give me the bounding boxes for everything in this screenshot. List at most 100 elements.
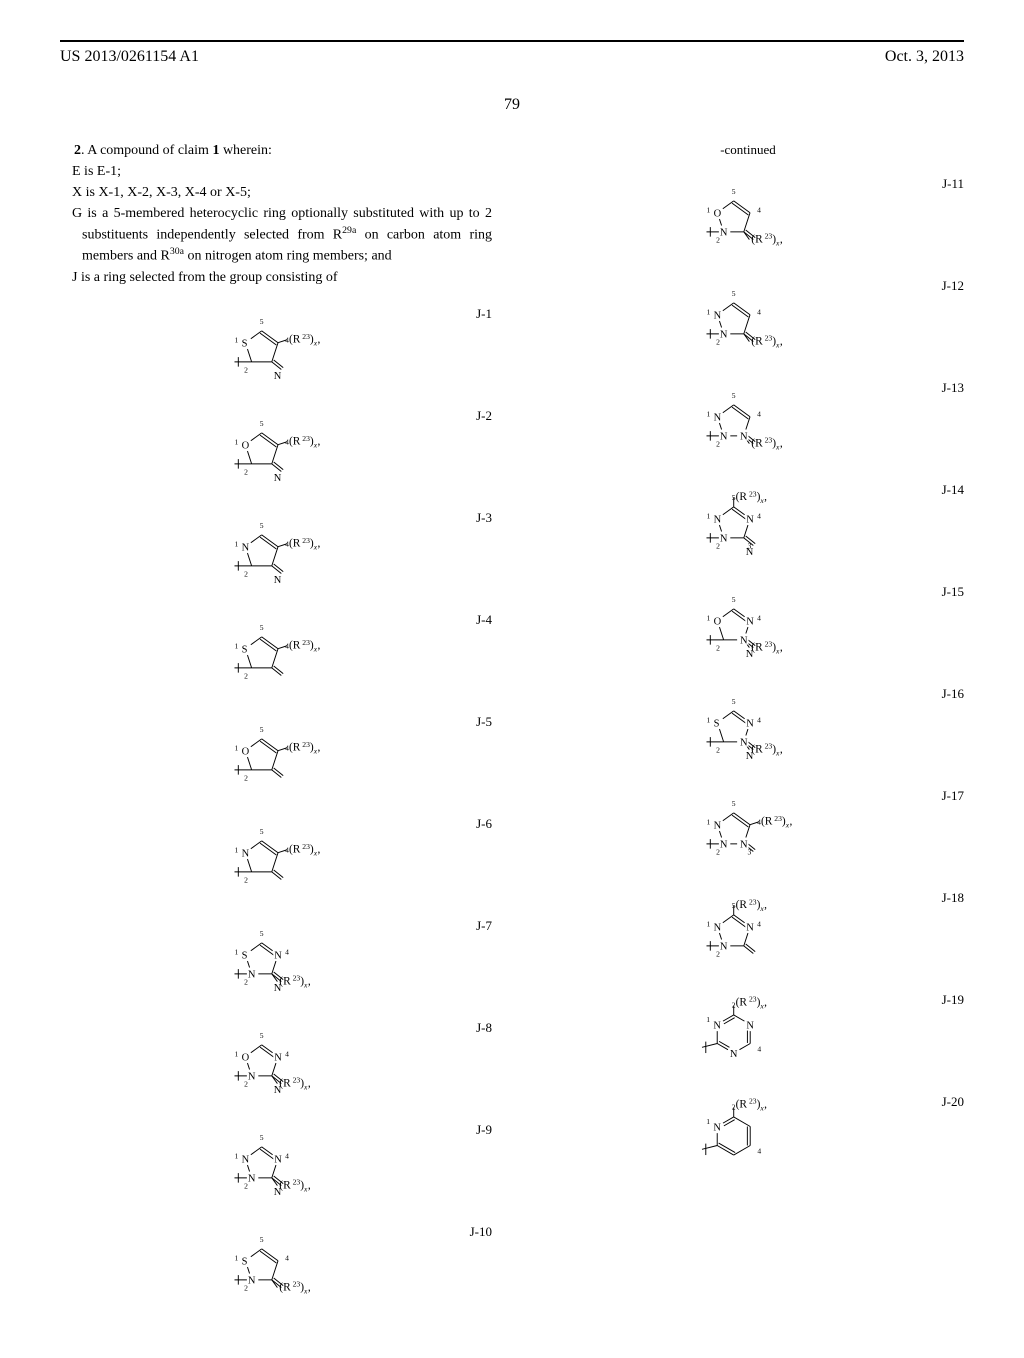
svg-text:1: 1 <box>706 1015 710 1024</box>
svg-text:5: 5 <box>260 827 264 836</box>
svg-text:N: N <box>274 1052 282 1063</box>
svg-text:4: 4 <box>757 716 761 725</box>
publication-number: US 2013/0261154 A1 <box>60 48 199 66</box>
svg-text:N: N <box>242 542 250 553</box>
svg-text:4: 4 <box>285 845 289 854</box>
svg-text:O: O <box>242 746 250 757</box>
svg-text:1: 1 <box>706 920 710 929</box>
svg-text:O: O <box>714 617 722 628</box>
svg-text:4: 4 <box>285 335 289 344</box>
svg-text:(R: (R <box>736 491 748 503</box>
svg-text:2: 2 <box>244 977 248 986</box>
svg-text:S: S <box>714 719 720 730</box>
svg-text:2: 2 <box>716 643 720 652</box>
svg-text:N: N <box>720 228 728 239</box>
svg-text:5: 5 <box>260 929 264 938</box>
svg-text:1: 1 <box>706 410 710 419</box>
svg-text:,: , <box>318 843 321 855</box>
svg-text:23: 23 <box>302 637 310 646</box>
svg-text:(R: (R <box>289 741 301 753</box>
svg-text:2: 2 <box>244 773 248 782</box>
svg-text:1: 1 <box>234 1253 238 1262</box>
svg-text:5: 5 <box>732 799 736 808</box>
chemical-structure: J-12(R23)x,NN1245 <box>532 278 964 362</box>
svg-text:2: 2 <box>244 569 248 578</box>
svg-text:,: , <box>308 1077 311 1089</box>
svg-text:5: 5 <box>260 725 264 734</box>
svg-text:5: 5 <box>732 595 736 604</box>
structure-diagram: (R23)x,NNN1245 <box>532 890 964 974</box>
svg-text:23: 23 <box>302 331 310 340</box>
svg-text:2: 2 <box>244 875 248 884</box>
svg-text:(R: (R <box>751 743 763 755</box>
svg-text:3: 3 <box>747 541 751 550</box>
svg-text:(R: (R <box>289 843 301 855</box>
svg-text:5: 5 <box>732 187 736 196</box>
svg-text:1: 1 <box>706 614 710 623</box>
svg-text:N: N <box>720 942 728 953</box>
structure-label: J-4 <box>476 612 492 628</box>
structure-diagram: (R23)x,NNN124 <box>532 992 964 1076</box>
svg-text:5: 5 <box>260 1235 264 1244</box>
svg-text:,: , <box>780 335 783 347</box>
svg-text:,: , <box>780 233 783 245</box>
svg-text:1: 1 <box>234 437 238 446</box>
structure-diagram: (R23)x,NN1245 <box>532 278 964 362</box>
svg-text:S: S <box>242 950 248 961</box>
svg-text:,: , <box>318 435 321 447</box>
structure-label: J-11 <box>942 176 964 192</box>
svg-text:4: 4 <box>757 818 761 827</box>
svg-text:(R: (R <box>289 435 301 447</box>
svg-text:,: , <box>318 537 321 549</box>
structure-label: J-10 <box>470 1224 492 1240</box>
svg-text:3: 3 <box>747 847 751 856</box>
structure-label: J-7 <box>476 918 492 934</box>
svg-text:1: 1 <box>706 308 710 317</box>
page-header: US 2013/0261154 A1 Oct. 3, 2013 <box>60 40 964 66</box>
svg-text:N: N <box>274 371 282 382</box>
claim-line: E is E-1; <box>60 163 492 182</box>
svg-text:1: 1 <box>234 539 238 548</box>
svg-text:(R: (R <box>736 996 748 1008</box>
svg-text:23: 23 <box>765 436 773 445</box>
chemical-structure: J-15N(R23)x,ONN1245 <box>532 584 964 668</box>
svg-text:4: 4 <box>285 947 289 956</box>
chemical-structure: J-5(R23)x,O1245 <box>60 714 492 798</box>
chemical-structure: J-14N(R23)x,NNN12345 <box>532 482 964 566</box>
svg-text:N: N <box>242 848 250 859</box>
chemical-structure: J-11(R23)x,ON1245 <box>532 176 964 260</box>
chemical-structure: J-8N(R23)x,ONN1245 <box>60 1020 492 1104</box>
structure-label: J-18 <box>942 890 964 906</box>
svg-text:5: 5 <box>260 1133 264 1142</box>
svg-text:N: N <box>248 1275 256 1286</box>
svg-text:(R: (R <box>751 233 763 245</box>
structure-diagram: (R23)x,S1245 <box>60 612 492 696</box>
svg-text:2: 2 <box>244 1079 248 1088</box>
svg-text:(R: (R <box>289 537 301 549</box>
svg-text:(R: (R <box>289 639 301 651</box>
svg-text:O: O <box>714 209 722 220</box>
structure-label: J-12 <box>942 278 964 294</box>
svg-text:,: , <box>318 741 321 753</box>
svg-text:O: O <box>242 440 250 451</box>
structure-label: J-13 <box>942 380 964 396</box>
svg-text:4: 4 <box>757 1147 761 1156</box>
svg-text:N: N <box>720 534 728 545</box>
claim-line: J is a ring selected from the group cons… <box>60 269 492 288</box>
svg-text:N: N <box>248 1173 256 1184</box>
svg-text:(R: (R <box>279 1077 291 1089</box>
svg-text:N: N <box>720 840 728 851</box>
svg-text:23: 23 <box>749 489 757 498</box>
svg-text:2: 2 <box>716 949 720 958</box>
right-column: -continued J-11(R23)x,ON1245J-12(R23)x,N… <box>532 142 964 1318</box>
svg-text:5: 5 <box>260 419 264 428</box>
svg-text:23: 23 <box>749 897 757 906</box>
svg-text:23: 23 <box>293 1279 301 1288</box>
svg-text:(R: (R <box>279 1179 291 1191</box>
svg-text:4: 4 <box>757 512 761 521</box>
chemical-structure: J-20(R23)x,N124 <box>532 1094 964 1178</box>
chemical-structure: J-9N(R23)x,NNN1245 <box>60 1122 492 1206</box>
svg-text:23: 23 <box>302 841 310 850</box>
svg-text:23: 23 <box>765 640 773 649</box>
page-number: 79 <box>60 96 964 114</box>
